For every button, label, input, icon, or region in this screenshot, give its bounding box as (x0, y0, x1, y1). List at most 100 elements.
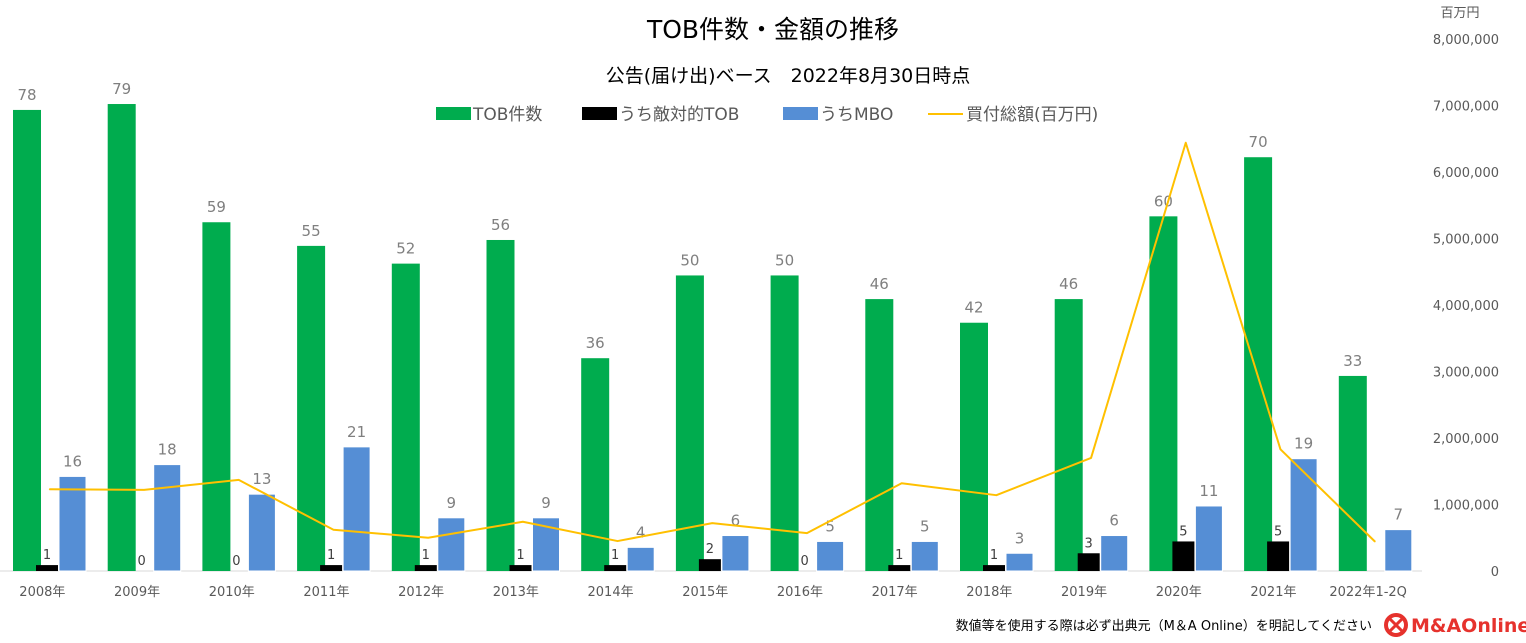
tob-count-data-label: 46 (870, 275, 889, 293)
tob-count-data-label: 33 (1343, 352, 1362, 370)
mbo-data-label: 6 (1109, 512, 1119, 530)
hostile-tob-bar (320, 565, 343, 571)
amount-line-point (238, 479, 240, 481)
hostile-tob-bar (1267, 541, 1290, 571)
amount-line-point (1090, 457, 1092, 459)
legend-swatch-mbo (783, 107, 818, 120)
mbo-bar (1194, 505, 1223, 572)
ma-online-logo: M&AOnline (1384, 613, 1526, 637)
tob-count-bar (1149, 216, 1178, 572)
mbo-bar (721, 535, 750, 572)
tob-count-bar (1054, 299, 1083, 571)
amount-line-point (332, 529, 334, 531)
mbo-data-label: 18 (158, 441, 177, 459)
category-label: 2011年 (303, 585, 349, 600)
legend-label-mbo: うちMBO (820, 105, 893, 125)
hostile-tob-data-label: 1 (43, 548, 51, 563)
amount-line-point (806, 532, 808, 534)
right-axis-tick-label: 8,000,000 (1433, 33, 1499, 48)
mbo-bar (58, 475, 87, 572)
mbo-data-label: 9 (447, 494, 457, 512)
right-axis-tick-label: 1,000,000 (1433, 499, 1499, 514)
hostile-tob-bar (698, 559, 721, 571)
hostile-tob-data-label: 1 (422, 548, 430, 563)
hostile-tob-data-label: 0 (800, 554, 808, 569)
mbo-bar (1005, 552, 1034, 572)
category-label: 2022年1-2Q (1329, 585, 1407, 600)
tob-count-bar (202, 222, 231, 571)
tob-count-bar (770, 275, 799, 571)
legend-swatch-hostile (582, 107, 617, 120)
amount-line-point (427, 537, 429, 539)
hostile-tob-data-label: 5 (1179, 524, 1187, 539)
tob-count-bar (391, 263, 420, 571)
tob-count-data-label: 60 (1154, 192, 1173, 210)
category-label: 2018年 (966, 585, 1012, 600)
category-label: 2008年 (19, 585, 65, 600)
amount-line-point (901, 482, 903, 484)
hostile-tob-bar (509, 565, 532, 571)
mbo-data-label: 5 (825, 517, 835, 535)
category-label: 2016年 (777, 585, 823, 600)
category-label: 2013年 (493, 585, 539, 600)
right-axis-tick-label: 7,000,000 (1433, 100, 1499, 115)
tob-count-bar (1244, 157, 1273, 571)
tob-count-data-label: 78 (17, 86, 36, 104)
tob-count-data-label: 42 (964, 299, 983, 317)
chart-title: TOB件数・金額の推移 (646, 15, 899, 44)
plot-area: 0 1,000,000 2,000,000 3,000,000 4,000,000 5,0… (0, 33, 1499, 600)
legend-label-amount: 買付総額(百万円) (966, 105, 1098, 125)
tob-count-bar (865, 299, 894, 571)
legend: TOB件数 うち敵対的TOB うちMBO 買付総額(百万円) (436, 105, 1098, 125)
hostile-tob-data-label: 2 (706, 542, 714, 557)
category-label: 2015年 (682, 585, 728, 600)
tob-count-data-label: 70 (1249, 133, 1268, 151)
amount-line-point (711, 522, 713, 524)
category-label: 2012年 (398, 585, 444, 600)
category-label: 2020年 (1156, 585, 1202, 600)
logo-cross-icon (1387, 616, 1405, 634)
hostile-tob-bar (1172, 541, 1195, 571)
hostile-tob-bar (983, 565, 1005, 571)
mbo-data-label: 9 (541, 494, 551, 512)
mbo-bar (437, 517, 466, 572)
hostile-tob-bar (36, 565, 58, 571)
hostile-tob-data-label: 3 (1085, 536, 1093, 551)
category-label: 2017年 (872, 585, 918, 600)
mbo-bar (1100, 535, 1129, 572)
mbo-data-label: 13 (252, 470, 271, 488)
hostile-tob-bar (414, 565, 437, 571)
mbo-bar (342, 446, 371, 572)
mbo-data-label: 21 (347, 423, 366, 441)
hostile-tob-bar (1077, 553, 1100, 571)
tob-count-bar (960, 322, 988, 571)
legend-label-hostile: うち敵対的TOB (619, 105, 739, 125)
hostile-tob-data-label: 1 (516, 548, 524, 563)
mbo-bar (1289, 458, 1318, 572)
tob-count-data-label: 59 (207, 198, 226, 216)
chart-subtitle: 公告(届け出)ベース 2022年8月30日時点 (606, 65, 971, 87)
hostile-tob-data-label: 1 (327, 548, 335, 563)
tob-count-data-label: 36 (586, 334, 605, 352)
tob-count-data-label: 50 (775, 251, 794, 269)
mbo-data-label: 4 (636, 523, 646, 541)
tob-count-bar (13, 109, 41, 571)
category-label: 2014年 (588, 585, 634, 600)
right-axis-tick-label: 3,000,000 (1433, 366, 1499, 381)
right-axis-tick-label: 0 (1491, 565, 1499, 580)
mbo-data-label: 7 (1394, 506, 1404, 524)
mbo-bar (910, 540, 939, 572)
amount-line-point (995, 494, 997, 496)
right-axis-tick-label: 4,000,000 (1433, 299, 1499, 314)
mbo-bar (1384, 529, 1413, 572)
mbo-data-label: 5 (920, 517, 930, 535)
category-label: 2021年 (1250, 585, 1296, 600)
amount-line-point (522, 521, 524, 523)
hostile-tob-bar (888, 565, 911, 571)
amount-line-point (48, 488, 50, 490)
mbo-data-label: 3 (1015, 529, 1025, 547)
category-label: 2010年 (209, 585, 255, 600)
category-label: 2009年 (114, 585, 160, 600)
hostile-tob-bar (604, 565, 627, 571)
